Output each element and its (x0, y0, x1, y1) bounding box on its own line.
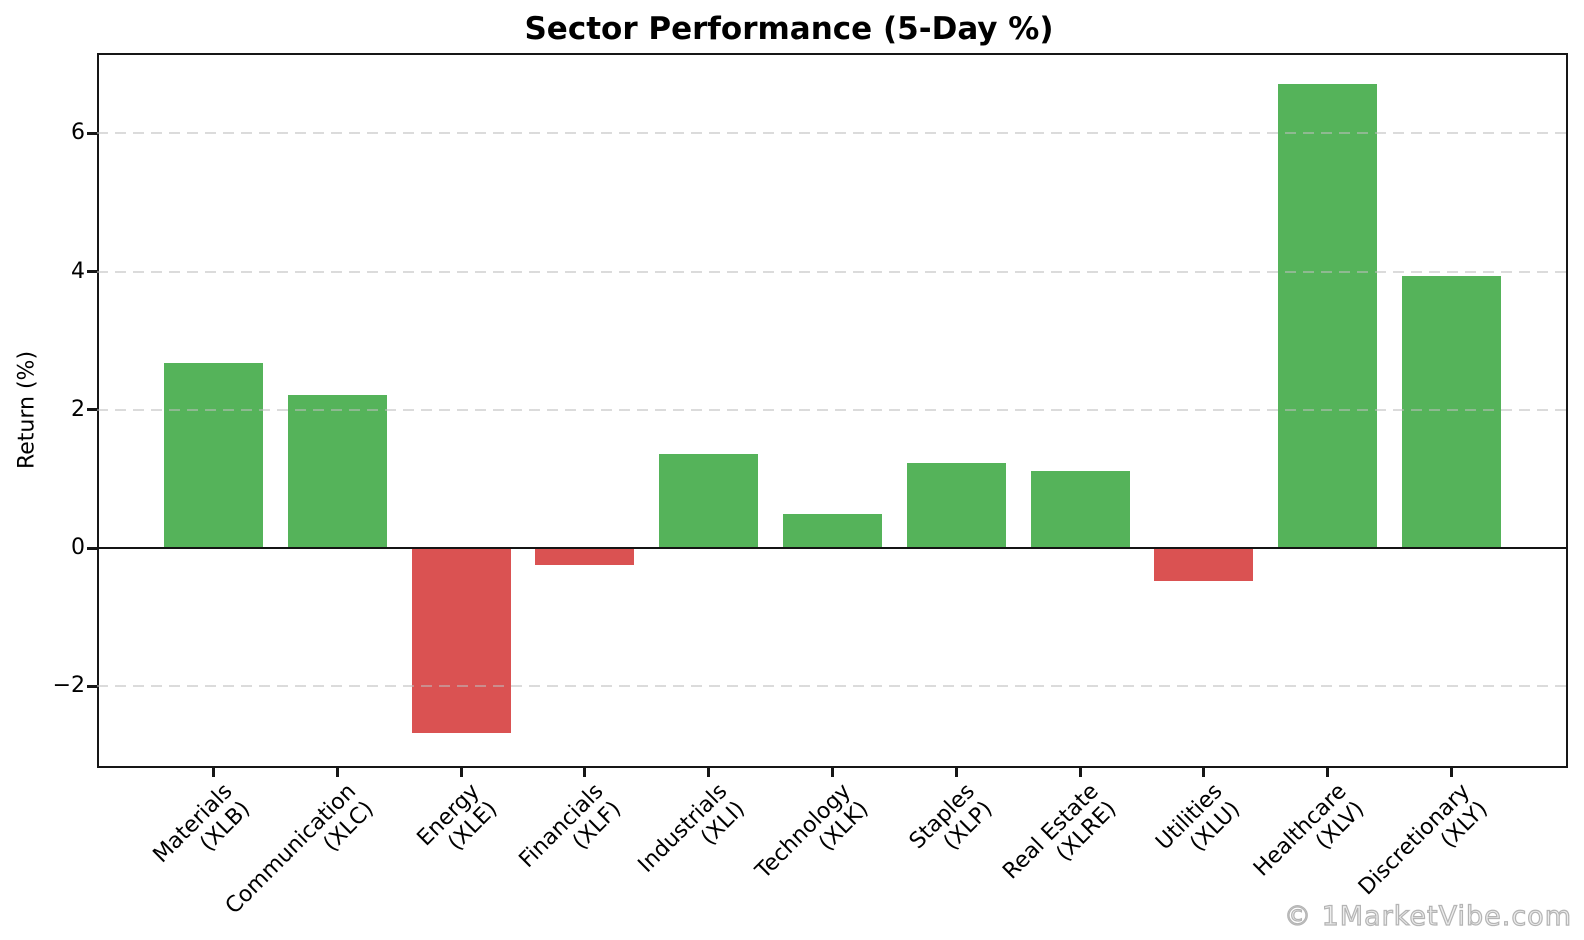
x-tick-label-xlp: Staples (XLP) (904, 779, 998, 856)
bar-xlre (1030, 470, 1130, 549)
x-tick-label-xle: Energy (XLE) (412, 779, 503, 856)
x-tick-xlp (954, 768, 958, 777)
bar-xlu (1154, 548, 1254, 581)
x-tick-label-xlv: Healthcare (XLV) (1248, 779, 1370, 882)
x-tick-label-xlb: Materials (XLB) (148, 779, 255, 868)
y-tick-label-0: 0 (71, 535, 85, 561)
bar-xlk (782, 514, 883, 549)
x-tick-label-xlk: Technology (XLK) (751, 779, 874, 884)
bar-xlb (163, 363, 263, 549)
x-tick-label-xlre: Real Estate (XLRE) (998, 779, 1122, 885)
bar-xly (1402, 275, 1502, 549)
x-tick-xle (459, 768, 463, 777)
x-tick-xlu (1202, 768, 1206, 777)
bar-xlv (1278, 84, 1378, 549)
x-tick-xlb (211, 768, 215, 777)
gridline-y-6 (97, 132, 1568, 135)
x-tick-xlk (831, 768, 834, 777)
y-tick-6 (87, 131, 97, 135)
chart-title: Sector Performance (5-Day %) (524, 11, 1054, 47)
x-tick-xlf (583, 768, 587, 777)
x-tick-label-xli: Industrials (XLI) (633, 779, 751, 878)
zero-axis-line (97, 547, 1568, 550)
gridline-y-4 (97, 270, 1568, 273)
bar-xlc (287, 394, 387, 549)
y-tick-2 (87, 408, 97, 412)
watermark: © 1MarketVibe.com (1283, 900, 1572, 932)
gridline-y-−2 (97, 685, 1568, 688)
x-tick-xlv (1326, 768, 1330, 777)
bar-xlp (906, 463, 1006, 549)
x-tick-xli (707, 768, 711, 777)
bar-xle (411, 548, 511, 733)
x-tick-xlc (335, 768, 339, 777)
x-tick-xlre (1078, 768, 1082, 777)
y-tick-label-2: 2 (71, 396, 85, 422)
gridline-y-2 (97, 408, 1568, 411)
x-tick-label-xly: Discretionary (XLY) (1354, 779, 1493, 901)
bar-xlf (535, 548, 635, 565)
x-tick-label-xlf: Financials (XLF) (514, 779, 627, 873)
y-tick-label-6: 6 (71, 120, 85, 146)
x-tick-label-xlu: Utilities (XLU) (1151, 779, 1246, 857)
y-tick-4 (87, 270, 97, 273)
y-tick-−2 (87, 684, 97, 688)
bar-xli (659, 454, 759, 549)
x-tick-xly (1450, 768, 1454, 777)
y-tick-0 (87, 546, 97, 550)
y-tick-label-−2: −2 (52, 673, 85, 699)
y-tick-label-4: 4 (71, 258, 85, 284)
